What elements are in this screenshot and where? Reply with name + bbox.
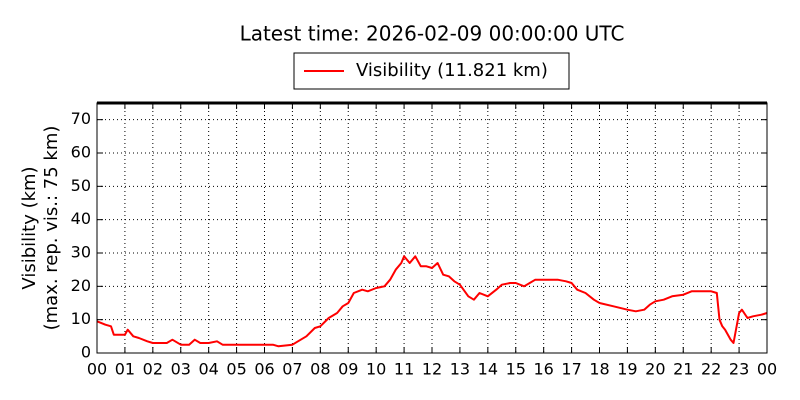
y-axis-label-line: Visibility (km) [19, 166, 40, 289]
x-tick-label: 17 [561, 360, 581, 379]
y-tick-label: 40 [71, 209, 91, 228]
x-tick-label: 20 [645, 360, 665, 379]
x-tick-label: 00 [757, 360, 777, 379]
x-tick-label: 05 [226, 360, 246, 379]
x-tick-label: 11 [394, 360, 414, 379]
y-axis-label-line: (max. rep. vis.: 75 km) [41, 126, 62, 331]
x-tick-label: 21 [673, 360, 693, 379]
x-tick-label: 16 [533, 360, 553, 379]
y-tick-label: 50 [71, 176, 91, 195]
x-tick-label: 04 [198, 360, 218, 379]
x-tick-label: 22 [701, 360, 721, 379]
y-tick-label: 60 [71, 143, 91, 162]
x-tick-label: 19 [617, 360, 637, 379]
x-tick-label: 14 [478, 360, 498, 379]
x-tick-label: 18 [589, 360, 609, 379]
chart-title: Latest time: 2026-02-09 00:00:00 UTC [240, 22, 625, 46]
y-tick-label: 0 [81, 343, 91, 362]
x-tick-label: 07 [282, 360, 302, 379]
y-tick-label: 70 [71, 109, 91, 128]
legend-label: Visibility (11.821 km) [356, 60, 548, 81]
x-tick-label: 02 [143, 360, 163, 379]
x-tick-label: 15 [506, 360, 526, 379]
x-tick-label: 13 [450, 360, 470, 379]
x-tick-label: 08 [310, 360, 330, 379]
x-tick-label: 01 [115, 360, 135, 379]
x-tick-label: 03 [171, 360, 191, 379]
y-tick-label: 20 [71, 276, 91, 295]
x-tick-label: 09 [338, 360, 358, 379]
y-tick-label: 30 [71, 243, 91, 262]
y-tick-label: 10 [71, 309, 91, 328]
x-tick-label: 10 [366, 360, 386, 379]
data-line [96, 255, 768, 348]
x-tick-label: 00 [87, 360, 107, 379]
x-tick-label: 23 [729, 360, 749, 379]
x-tick-label: 06 [254, 360, 274, 379]
y-axis-label: Visibility (km) (max. rep. vis.: 75 km) [19, 126, 62, 331]
x-tick-label: 12 [422, 360, 442, 379]
